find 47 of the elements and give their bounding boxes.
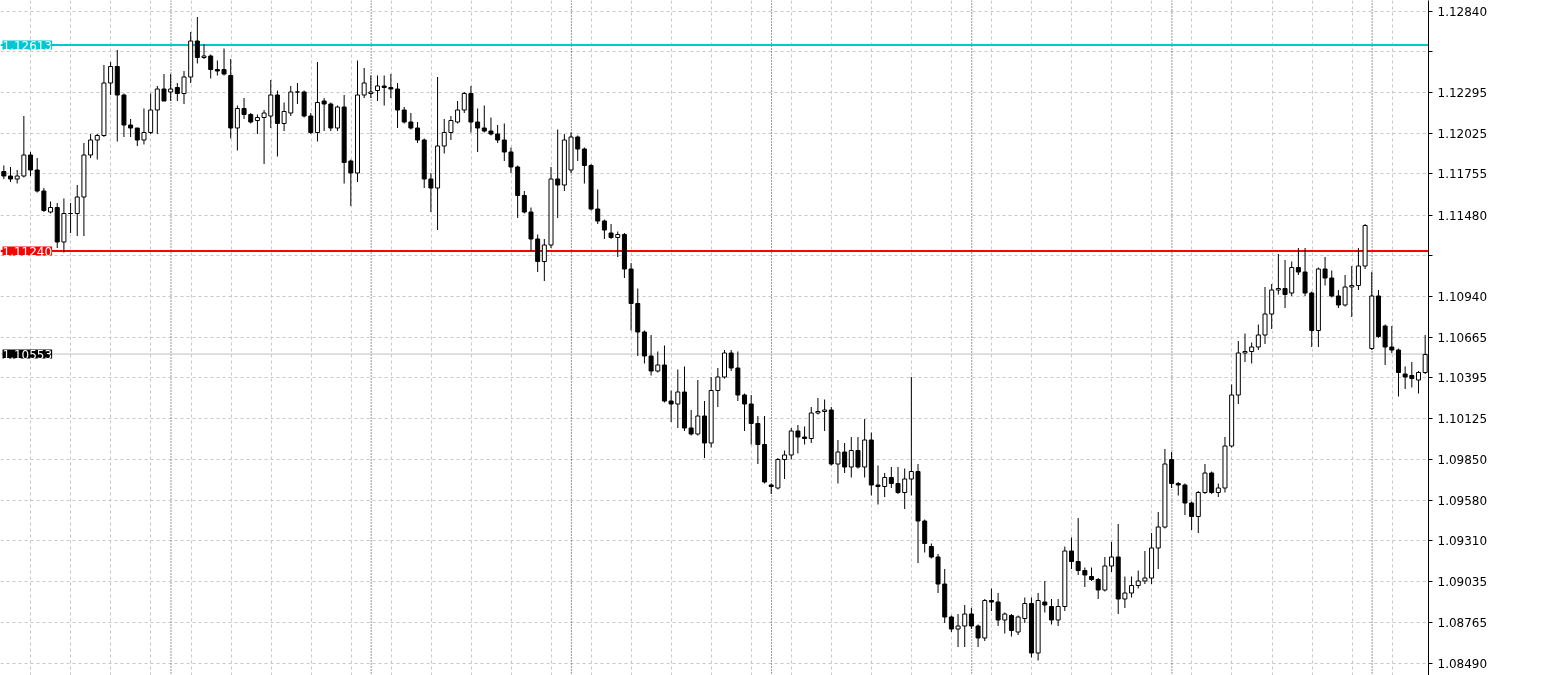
candlestick: [294, 82, 300, 105]
y-tick-label: 1.10940: [1437, 289, 1488, 304]
y-tick-label: 1.09580: [1437, 493, 1488, 508]
candlestick: [1069, 537, 1074, 570]
candlestick: [535, 234, 541, 273]
candlestick: [1269, 283, 1275, 330]
candlestick: [1395, 348, 1401, 397]
candlestick: [74, 184, 80, 237]
candlestick: [328, 102, 334, 132]
y-tick-label: 1.09035: [1437, 575, 1488, 590]
candlestick: [501, 123, 507, 162]
candlestick: [1048, 598, 1054, 625]
y-tick-label: 1.10125: [1437, 411, 1488, 426]
ref-line-label: 1.11240: [2, 244, 53, 259]
y-tick-label: 1.11480: [1437, 208, 1488, 223]
y-tick-label: 1.09310: [1437, 534, 1488, 548]
y-tick-label: 1.12025: [1437, 126, 1488, 141]
ref-line-label: 1.12613: [2, 38, 53, 53]
candlestick: [1262, 286, 1268, 345]
y-tick-label: 1.10395: [1437, 371, 1488, 386]
candlestick: [1329, 270, 1335, 298]
candlestick: [1415, 370, 1421, 394]
y-tick-label: 1.10665: [1437, 330, 1488, 345]
candlestick: [1389, 325, 1395, 354]
candlestick: [595, 189, 601, 225]
candlestick: [34, 157, 40, 193]
y-tick-label: 1.09850: [1437, 453, 1488, 467]
candlestick: [1349, 265, 1355, 318]
y-tick-label: 1.08765: [1437, 615, 1488, 630]
candlestick: [308, 112, 314, 135]
y-tick-label: 1.11755: [1437, 167, 1488, 182]
candlestick: [301, 90, 307, 118]
candlestick: [728, 349, 734, 372]
y-tick-label: 1.12840: [1437, 4, 1488, 19]
candlestick: [334, 105, 340, 132]
candlestick: [521, 190, 527, 214]
candlestick: [541, 238, 547, 282]
y-tick-label: 1.12295: [1437, 86, 1488, 101]
candlestick: [722, 349, 728, 379]
y-tick-label: 1.08490: [1437, 657, 1488, 671]
candlestick: [962, 604, 968, 648]
candlestick: [1155, 511, 1161, 570]
ref-line-label: 1.10553: [2, 347, 53, 362]
candlestick: [1255, 324, 1261, 351]
candlestick: [375, 75, 381, 102]
candlestick: [922, 519, 928, 553]
candlestick: [481, 105, 487, 133]
